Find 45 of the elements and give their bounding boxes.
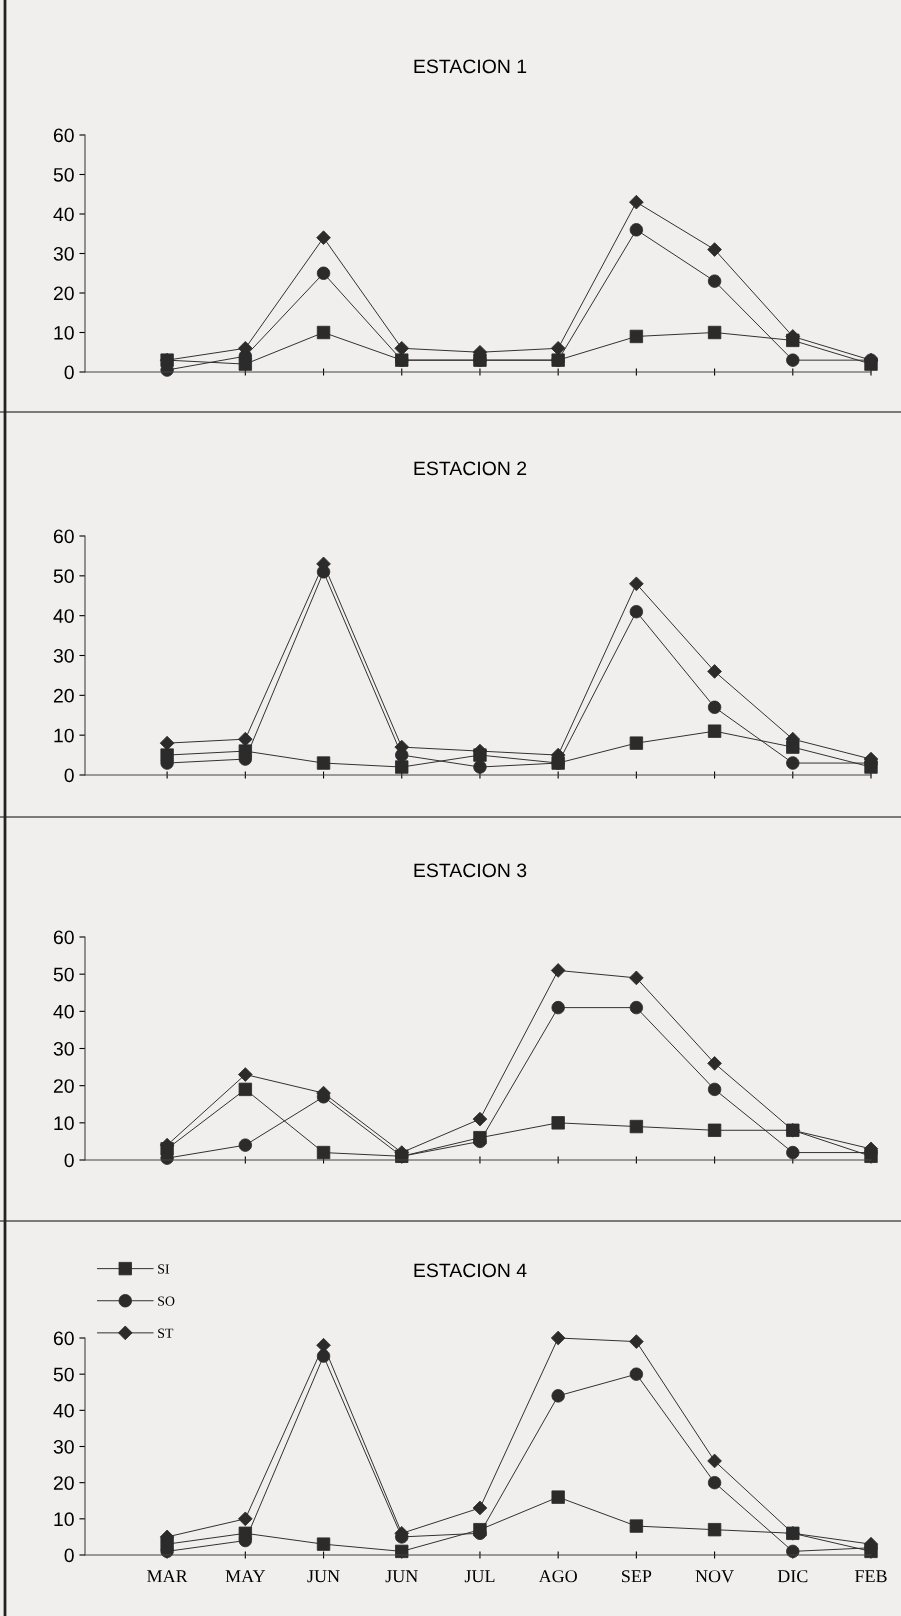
y-tick-label: 40 bbox=[53, 609, 74, 623]
chart-title: ESTACION 3 bbox=[414, 863, 527, 878]
x-tick-label: JUL bbox=[464, 1570, 495, 1583]
y-tick-label: 60 bbox=[53, 128, 74, 143]
chart-title: ESTACION 2 bbox=[414, 461, 527, 476]
y-tick-label: 0 bbox=[64, 768, 74, 783]
chart-title: ESTACION 1 bbox=[414, 59, 527, 74]
y-tick-label: 20 bbox=[53, 1476, 74, 1490]
y-tick-label: 30 bbox=[53, 246, 74, 261]
x-tick-label: AGO bbox=[538, 1570, 577, 1583]
legend-label: SO bbox=[158, 1296, 175, 1306]
x-tick-label: MAY bbox=[225, 1570, 266, 1583]
x-tick-label: JUN bbox=[385, 1570, 418, 1583]
y-tick-label: 0 bbox=[64, 1548, 74, 1563]
x-tick-label: JUN bbox=[307, 1570, 340, 1583]
x-tick-label: FEB bbox=[854, 1570, 887, 1583]
x-tick-label: MAR bbox=[147, 1570, 188, 1583]
y-tick-label: 40 bbox=[53, 1403, 74, 1418]
y-tick-label: 30 bbox=[53, 1041, 74, 1056]
y-tick-label: 40 bbox=[53, 207, 74, 222]
legend-label: ST bbox=[158, 1328, 174, 1338]
y-tick-label: 0 bbox=[64, 365, 74, 380]
x-tick-label: NOV bbox=[695, 1570, 734, 1583]
x-tick-label: DIC bbox=[777, 1570, 808, 1583]
y-tick-label: 60 bbox=[53, 1331, 74, 1346]
y-tick-label: 0 bbox=[64, 1153, 74, 1168]
y-tick-label: 10 bbox=[54, 728, 74, 743]
y-tick-label: 60 bbox=[53, 529, 74, 544]
y-tick-label: 20 bbox=[53, 1079, 74, 1093]
y-tick-label: 50 bbox=[53, 1367, 74, 1382]
chart-title: ESTACION 4 bbox=[414, 1263, 527, 1278]
x-tick-label: SEP bbox=[622, 1570, 652, 1583]
y-tick-label: 10 bbox=[54, 1512, 74, 1527]
y-tick-label: 50 bbox=[53, 569, 74, 584]
y-tick-label: 20 bbox=[53, 286, 74, 301]
y-tick-label: 10 bbox=[54, 1116, 74, 1131]
y-tick-label: 50 bbox=[53, 967, 74, 982]
y-tick-label: 10 bbox=[54, 325, 74, 340]
y-tick-label: 20 bbox=[53, 688, 74, 703]
y-tick-label: 40 bbox=[53, 1004, 74, 1019]
y-tick-label: 60 bbox=[53, 930, 74, 945]
y-tick-label: 30 bbox=[53, 648, 74, 663]
y-tick-label: 30 bbox=[53, 1439, 74, 1454]
legend-label: SI bbox=[158, 1264, 170, 1274]
y-tick-label: 50 bbox=[53, 167, 74, 182]
